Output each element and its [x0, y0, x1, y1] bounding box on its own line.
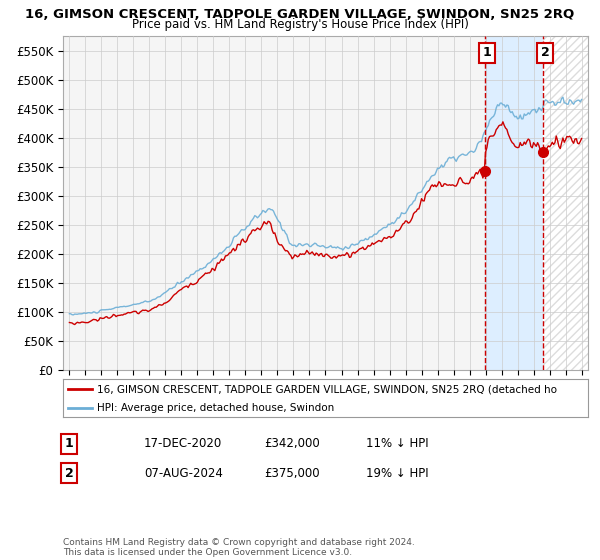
Text: 16, GIMSON CRESCENT, TADPOLE GARDEN VILLAGE, SWINDON, SN25 2RQ (detached ho: 16, GIMSON CRESCENT, TADPOLE GARDEN VILL… — [97, 384, 557, 394]
Text: 17-DEC-2020: 17-DEC-2020 — [144, 437, 222, 450]
Text: 11% ↓ HPI: 11% ↓ HPI — [366, 437, 428, 450]
Text: HPI: Average price, detached house, Swindon: HPI: Average price, detached house, Swin… — [97, 403, 334, 413]
Bar — [543, 22, 590, 370]
Bar — [543, 36, 590, 370]
Text: 2: 2 — [65, 466, 73, 480]
Text: 16, GIMSON CRESCENT, TADPOLE GARDEN VILLAGE, SWINDON, SN25 2RQ: 16, GIMSON CRESCENT, TADPOLE GARDEN VILL… — [25, 8, 575, 21]
Text: 07-AUG-2024: 07-AUG-2024 — [144, 466, 223, 480]
Text: 1: 1 — [65, 437, 73, 450]
Text: 1: 1 — [483, 46, 491, 59]
Bar — [485, 36, 543, 370]
Text: Price paid vs. HM Land Registry's House Price Index (HPI): Price paid vs. HM Land Registry's House … — [131, 18, 469, 31]
Text: Contains HM Land Registry data © Crown copyright and database right 2024.
This d: Contains HM Land Registry data © Crown c… — [63, 538, 415, 557]
Text: 2: 2 — [541, 46, 550, 59]
Text: £375,000: £375,000 — [264, 466, 320, 480]
Text: 19% ↓ HPI: 19% ↓ HPI — [366, 466, 428, 480]
Text: £342,000: £342,000 — [264, 437, 320, 450]
